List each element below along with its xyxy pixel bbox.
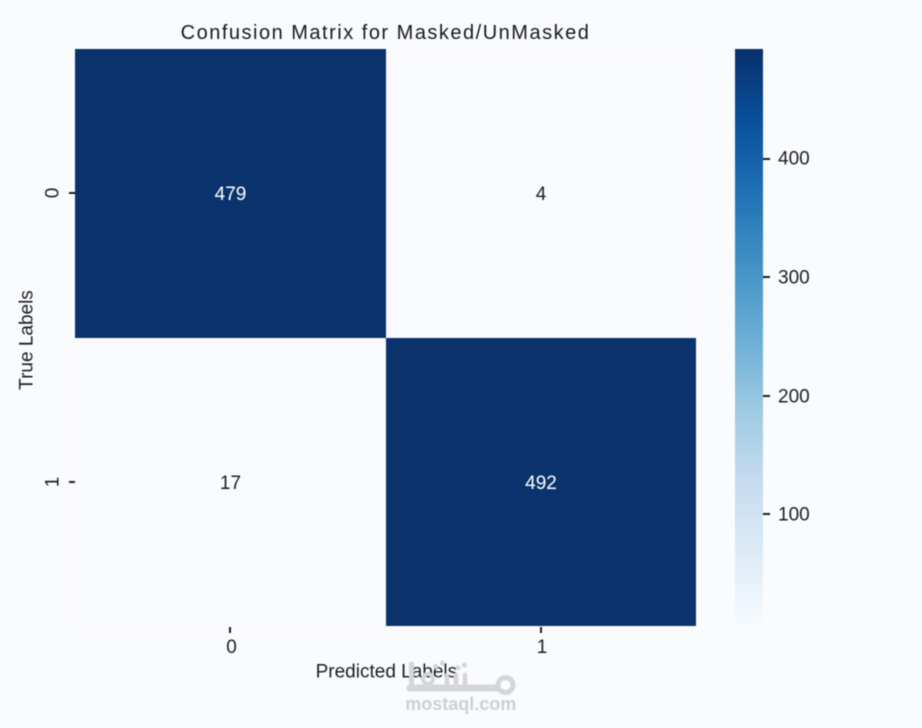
svg-text:mostaql.com: mostaql.com [405,694,516,714]
